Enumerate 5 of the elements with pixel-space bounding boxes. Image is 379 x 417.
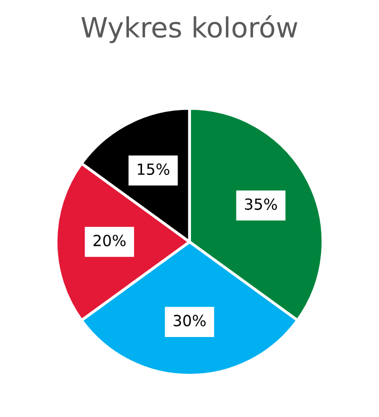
data-label: 30% xyxy=(174,314,206,326)
data-label: 20% xyxy=(94,234,126,246)
data-label: 15% xyxy=(138,163,170,175)
chart-title: Wykres kolorów xyxy=(81,15,298,44)
data-label: 35% xyxy=(245,198,277,210)
